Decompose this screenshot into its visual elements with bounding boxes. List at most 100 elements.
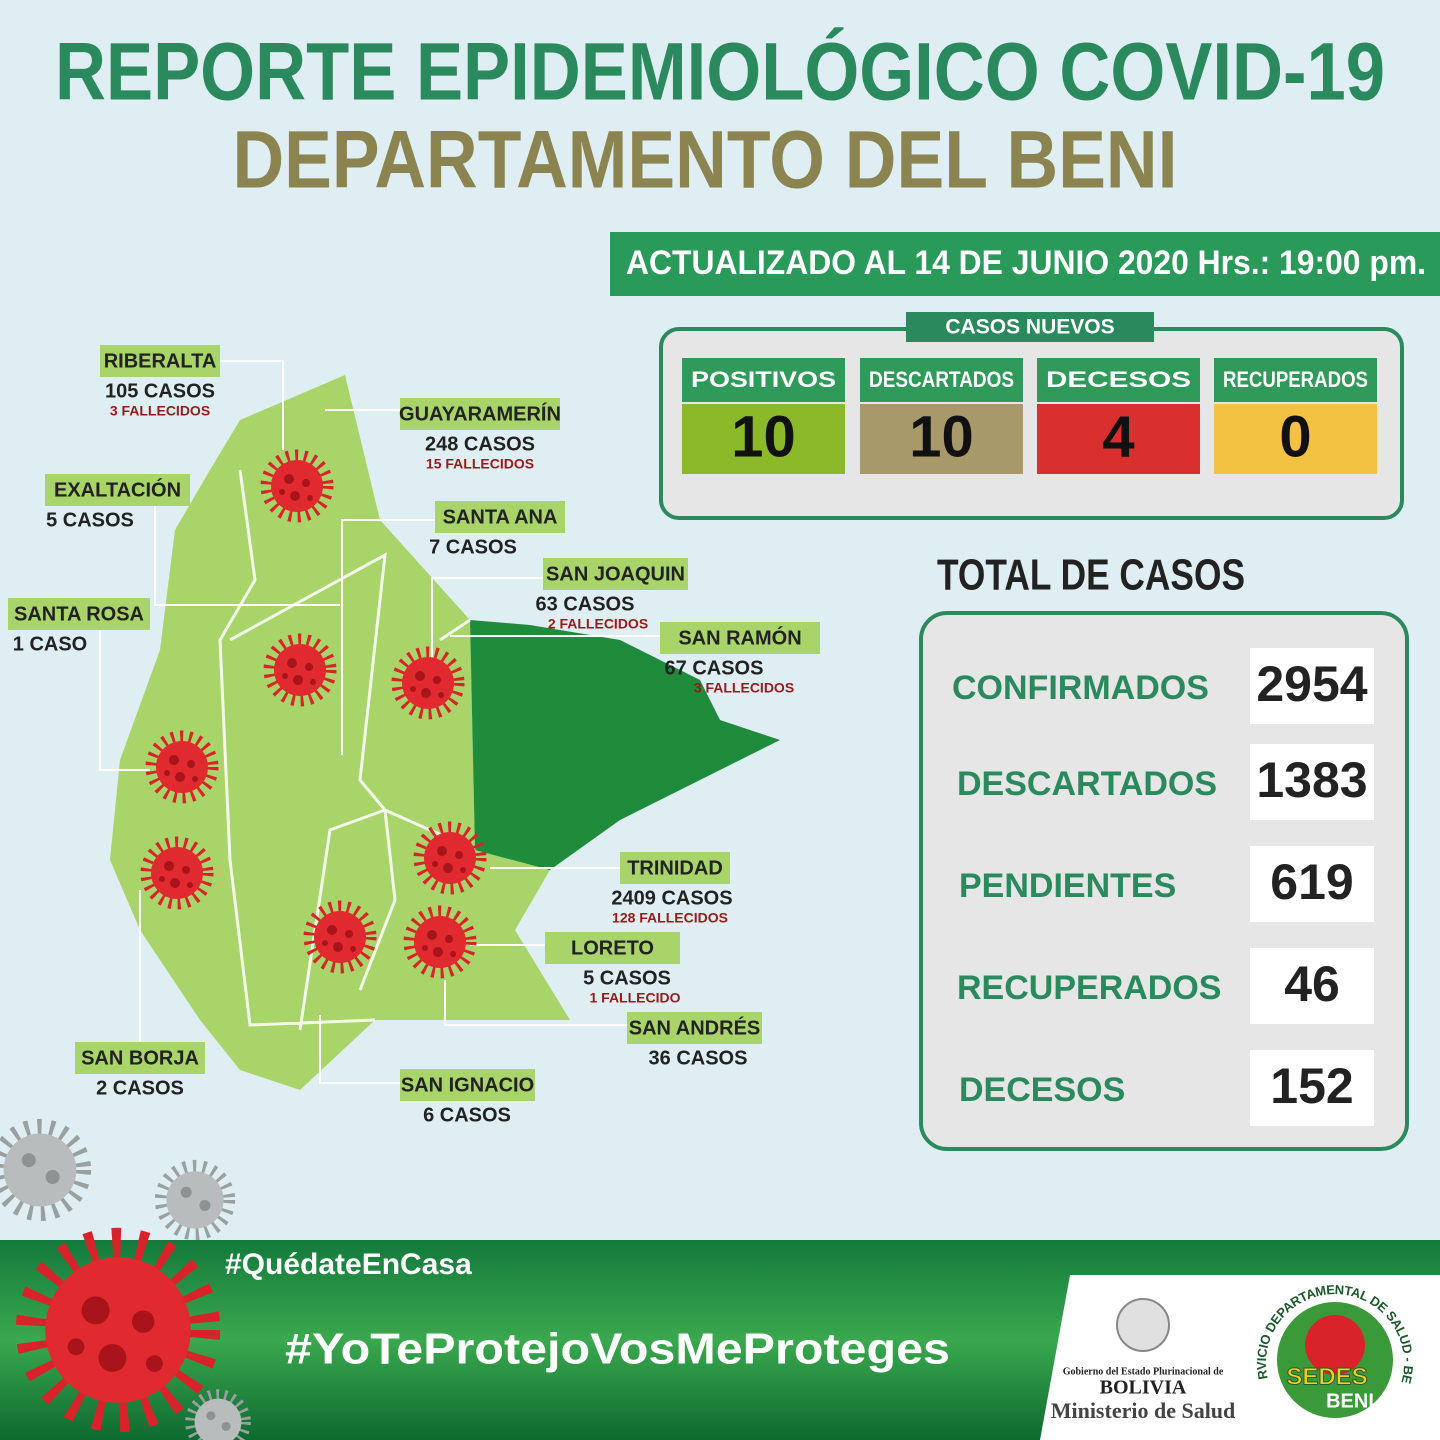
update-text: ACTUALIZADO AL 14 DE JUNIO 2020 Hrs.: 19… — [626, 244, 1426, 282]
region-name: LORETO — [571, 937, 654, 959]
region-name: TRINIDAD — [627, 857, 723, 879]
region-deaths: 1 FALLECIDO — [589, 990, 680, 1006]
new-case-label: RECUPERADOS — [1223, 367, 1368, 392]
region-label-box — [75, 1042, 205, 1074]
region-deaths: 15 FALLECIDOS — [426, 456, 534, 472]
new-cases-title: CASOS NUEVOS — [945, 316, 1114, 339]
total-label: DESCARTADOS — [957, 765, 1217, 803]
region-cases: 2409 CASOS — [611, 887, 732, 909]
total-label: DECESOS — [959, 1071, 1125, 1109]
map-region-west — [110, 375, 570, 1090]
sedes-name: SEDES — [1286, 1363, 1367, 1390]
new-case-value-box — [1214, 404, 1377, 474]
hashtag: #QuédateEnCasa — [225, 1248, 472, 1281]
sedes-place: BENI — [1326, 1390, 1374, 1412]
region-label-box — [543, 558, 688, 590]
new-case-label: DECESOS — [1046, 367, 1191, 392]
ministry-logo: Gobierno del Estado Plurinacional de BOL… — [1051, 1298, 1236, 1423]
update-banner — [610, 232, 1440, 296]
region-cases: 36 CASOS — [649, 1047, 748, 1069]
region-cases: 63 CASOS — [536, 593, 635, 615]
new-case-value: 4 — [1102, 404, 1134, 469]
region-name: EXALTACIÓN — [54, 477, 181, 501]
coat-of-arms — [1116, 1298, 1170, 1352]
region-cases: 67 CASOS — [665, 657, 764, 679]
region-name: SAN RAMÓN — [678, 625, 801, 649]
region-label-box — [620, 852, 730, 884]
total-value-box — [1250, 846, 1374, 922]
total-value: 2954 — [1256, 656, 1367, 712]
new-case-label: POSITIVOS — [691, 367, 836, 392]
new-case-value: 10 — [909, 404, 974, 469]
new-cases-items: POSITIVOS 10 DESCARTADOS 10 DECESOS 4 RECUPERA… — [682, 358, 1377, 474]
new-case-value: 10 — [731, 404, 796, 469]
map-region-east — [470, 620, 780, 870]
region-cases: 1 CASO — [13, 633, 87, 655]
region-label-box — [400, 1069, 535, 1101]
region-deaths: 128 FALLECIDOS — [612, 910, 728, 926]
ministry-line: Gobierno del Estado Plurinacional de — [1063, 1366, 1224, 1377]
region-deaths: 2 FALLECIDOS — [548, 616, 648, 632]
region-cases: 2 CASOS — [96, 1077, 184, 1099]
total-label: CONFIRMADOS — [952, 669, 1209, 707]
region-label-box — [545, 932, 680, 964]
region-deaths: 3 FALLECIDOS — [694, 680, 794, 696]
ministry-country: BOLIVIA — [1100, 1377, 1187, 1399]
region-name: GUAYARAMERÍN — [399, 402, 561, 425]
region-name: SAN IGNACIO — [401, 1074, 534, 1096]
total-value-box — [1250, 744, 1374, 820]
region-name: SAN BORJA — [81, 1047, 199, 1069]
region-name: SANTA ANA — [443, 506, 558, 528]
total-items: CONFIRMADOS 2954 DESCARTADOS 1383 PENDIENTES… — [952, 648, 1374, 1126]
title: REPORTE EPIDEMIOLÓGICO COVID-19 — [55, 27, 1385, 118]
subtitle: DEPARTAMENTO DEL BENI — [233, 115, 1178, 206]
region-label-box — [45, 474, 190, 506]
region-label-box — [435, 501, 565, 533]
new-case-label-box — [682, 358, 845, 402]
new-case-label-box — [860, 358, 1023, 402]
ministry-name: Ministerio de Salud — [1051, 1398, 1236, 1423]
region-cases: 6 CASOS — [423, 1104, 511, 1126]
total-value: 152 — [1270, 1058, 1353, 1114]
new-case-label-box — [1037, 358, 1200, 402]
region-label-box — [8, 598, 150, 630]
total-title: TOTAL DE CASOS — [937, 551, 1245, 600]
total-value: 46 — [1284, 956, 1340, 1012]
new-cases-tab — [906, 312, 1154, 342]
new-case-value-box — [1037, 404, 1200, 474]
region-label-box — [400, 398, 560, 430]
sedes-figure — [1305, 1315, 1365, 1375]
region-name: SANTA ROSA — [14, 603, 144, 625]
new-case-value-box — [860, 404, 1023, 474]
leader-lines — [99, 360, 660, 1084]
region-label-box — [627, 1012, 762, 1044]
total-label: RECUPERADOS — [957, 969, 1221, 1007]
region-cases: 105 CASOS — [105, 380, 215, 402]
region-label-box — [100, 345, 220, 377]
region-cases: 5 CASOS — [46, 509, 134, 531]
new-case-label: DESCARTADOS — [869, 367, 1014, 392]
region-deaths: 3 FALLECIDOS — [110, 403, 210, 419]
total-value: 1383 — [1256, 752, 1367, 808]
new-case-label-box — [1214, 358, 1377, 402]
total-value: 619 — [1270, 854, 1353, 910]
region-cases: 7 CASOS — [429, 536, 517, 558]
total-value-box — [1250, 648, 1374, 724]
region-name: SAN ANDRÉS — [629, 1016, 761, 1039]
hashtag: #YoTeProtejoVosMeProteges — [285, 1325, 950, 1374]
new-case-value-box — [682, 404, 845, 474]
total-value-box — [1250, 1050, 1374, 1126]
region-name: SAN JOAQUIN — [546, 563, 685, 585]
map-borders — [218, 469, 476, 1031]
new-case-value: 0 — [1279, 404, 1311, 469]
region-cases: 248 CASOS — [425, 433, 535, 455]
region-cases: 5 CASOS — [583, 967, 671, 989]
region-label-box — [660, 622, 820, 654]
region-name: RIBERALTA — [104, 350, 217, 372]
total-label: PENDIENTES — [959, 867, 1176, 905]
